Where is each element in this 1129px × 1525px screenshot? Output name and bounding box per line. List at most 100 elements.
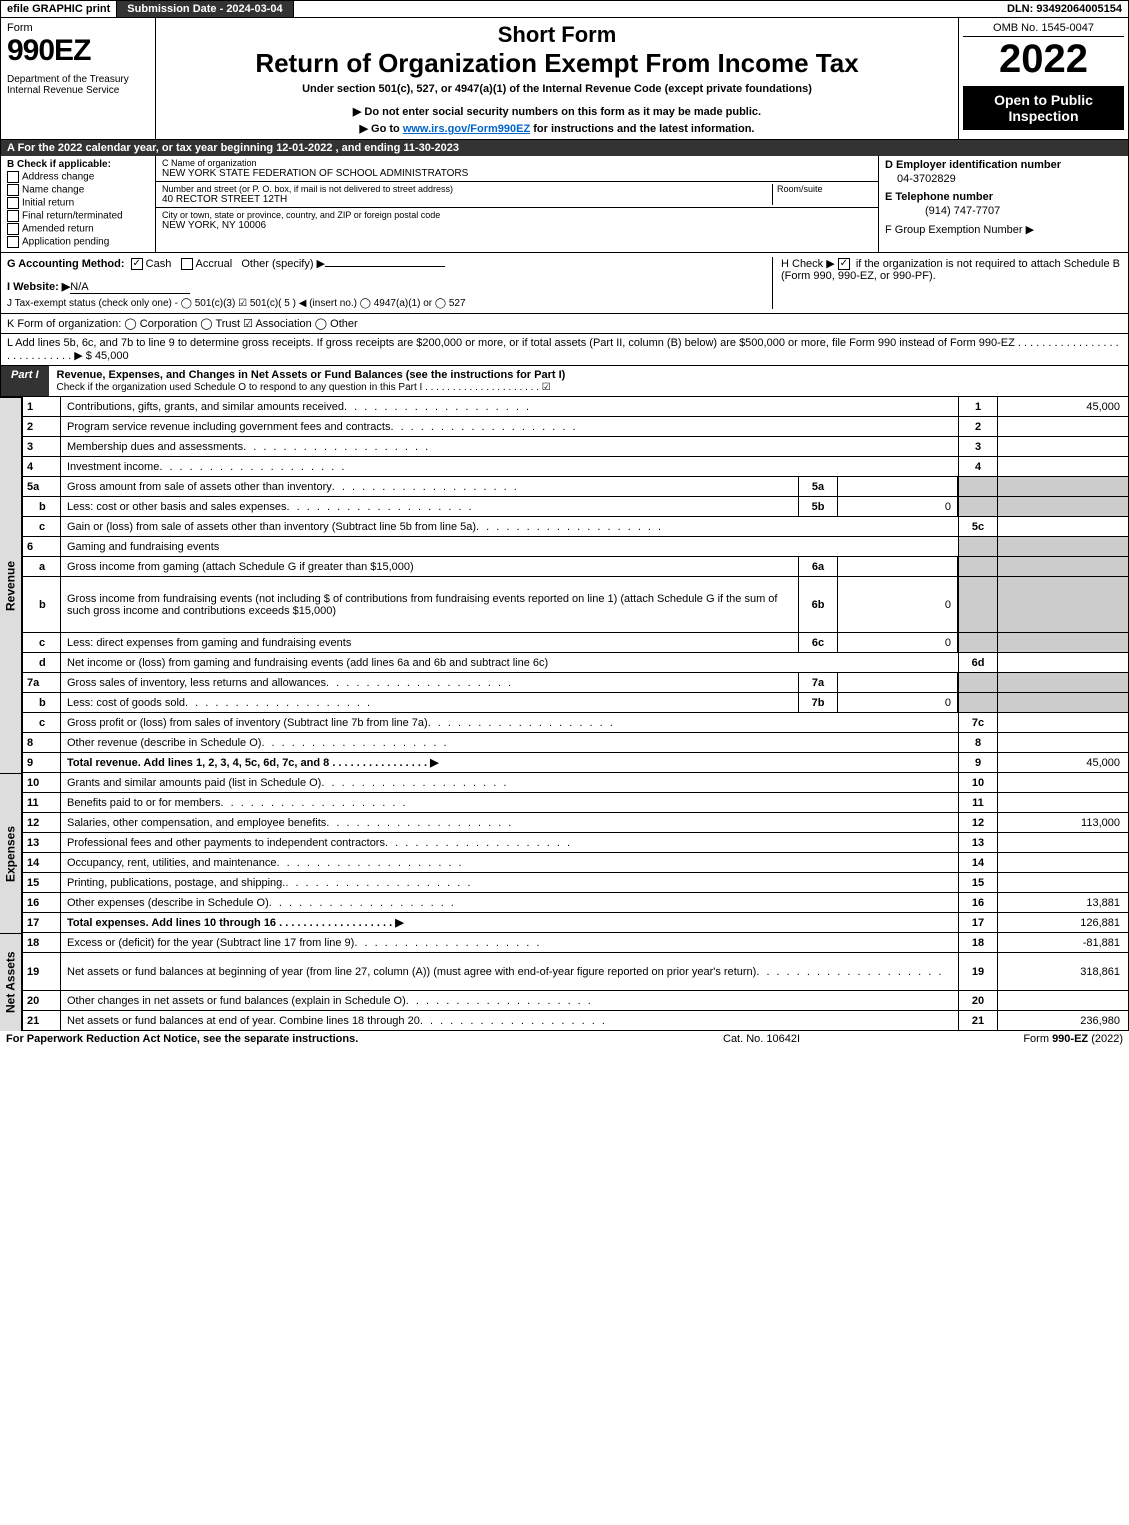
org-name-label: C Name of organization xyxy=(162,158,872,168)
box-c: C Name of organization NEW YORK STATE FE… xyxy=(156,156,878,252)
row-1-desc: Contributions, gifts, grants, and simila… xyxy=(61,397,958,416)
part-i-title: Revenue, Expenses, and Changes in Net As… xyxy=(49,366,1128,396)
line-i: I Website: ▶N/A xyxy=(7,280,772,294)
box-b-label: B Check if applicable: xyxy=(7,159,149,170)
g-label: G Accounting Method: xyxy=(7,258,125,270)
line-l-amount: 45,000 xyxy=(95,350,129,362)
row-20: 20 Other changes in net assets or fund b… xyxy=(23,991,1128,1011)
chk-name-change[interactable]: Name change xyxy=(7,184,149,196)
row-1: 1 Contributions, gifts, grants, and simi… xyxy=(23,397,1128,417)
expenses-grid: 10 Grants and similar amounts paid (list… xyxy=(22,773,1129,933)
ein-value: 04-3702829 xyxy=(885,171,1122,191)
box-d: D Employer identification number 04-3702… xyxy=(878,156,1128,252)
street-label: Number and street (or P. O. box, if mail… xyxy=(162,184,772,194)
row-2: 2 Program service revenue including gove… xyxy=(23,417,1128,437)
org-name-cell: C Name of organization NEW YORK STATE FE… xyxy=(156,156,878,182)
row-5b: b Less: cost or other basis and sales ex… xyxy=(23,497,1128,517)
row-6a: a Gross income from gaming (attach Sched… xyxy=(23,557,1128,577)
revenue-side-label: Revenue xyxy=(0,397,22,773)
room-label: Room/suite xyxy=(777,184,872,194)
group-exemption-label: F Group Exemption Number ▶ xyxy=(885,223,1122,236)
line-h: H Check ▶ if the organization is not req… xyxy=(772,257,1122,309)
tel-label: E Telephone number xyxy=(885,191,1122,203)
net-assets-section: Net Assets 18 Excess or (deficit) for th… xyxy=(0,933,1129,1031)
row-7c: c Gross profit or (loss) from sales of i… xyxy=(23,713,1128,733)
city-value: NEW YORK, NY 10006 xyxy=(162,220,872,231)
net-assets-eoy-value: 236,980 xyxy=(998,1011,1128,1030)
chk-cash[interactable] xyxy=(131,258,143,270)
tel-value: (914) 747-7707 xyxy=(885,203,1122,223)
row-18: 18 Excess or (deficit) for the year (Sub… xyxy=(23,933,1128,953)
header-mid: Short Form Return of Organization Exempt… xyxy=(156,18,958,139)
row-4: 4 Investment income 4 xyxy=(23,457,1128,477)
tax-year: 2022 xyxy=(963,37,1124,82)
page-footer: For Paperwork Reduction Act Notice, see … xyxy=(0,1031,1129,1047)
row-6: 6 Gaming and fundraising events xyxy=(23,537,1128,557)
revenue-section: Revenue 1 Contributions, gifts, grants, … xyxy=(0,397,1129,773)
footer-form-ref: Form 990-EZ (2022) xyxy=(923,1033,1123,1045)
row-13: 13 Professional fees and other payments … xyxy=(23,833,1128,853)
line-g-h: G Accounting Method: Cash Accrual Other … xyxy=(0,253,1129,314)
line-g: G Accounting Method: Cash Accrual Other … xyxy=(7,257,772,309)
footer-cat-no: Cat. No. 10642I xyxy=(723,1033,923,1045)
chk-initial-return[interactable]: Initial return xyxy=(7,197,149,209)
under-section: Under section 501(c), 527, or 4947(a)(1)… xyxy=(160,83,954,95)
top-bar: efile GRAPHIC print Submission Date - 20… xyxy=(0,0,1129,18)
spacer xyxy=(294,1,1001,17)
chk-address-change[interactable]: Address change xyxy=(7,171,149,183)
form-header: Form 990EZ Department of the Treasury In… xyxy=(0,18,1129,140)
total-revenue-value: 45,000 xyxy=(998,753,1128,772)
row-7a: 7a Gross sales of inventory, less return… xyxy=(23,673,1128,693)
net-assets-side-label: Net Assets xyxy=(0,933,22,1031)
short-form-title: Short Form xyxy=(160,22,954,48)
street-value: 40 RECTOR STREET 12TH xyxy=(162,194,772,205)
dept-treasury: Department of the Treasury xyxy=(7,74,149,85)
city-label: City or town, state or province, country… xyxy=(162,210,872,220)
form-number: 990EZ xyxy=(7,34,149,68)
footer-left: For Paperwork Reduction Act Notice, see … xyxy=(6,1033,723,1045)
net-assets-grid: 18 Excess or (deficit) for the year (Sub… xyxy=(22,933,1129,1031)
total-expenses-value: 126,881 xyxy=(998,913,1128,932)
chk-accrual[interactable] xyxy=(181,258,193,270)
street-block: Number and street (or P. O. box, if mail… xyxy=(162,184,772,205)
submission-date: Submission Date - 2024-03-04 xyxy=(117,1,293,17)
row-9: 9 Total revenue. Add lines 1, 2, 3, 4, 5… xyxy=(23,753,1128,773)
row-17: 17 Total expenses. Add lines 10 through … xyxy=(23,913,1128,933)
row-3: 3 Membership dues and assessments 3 xyxy=(23,437,1128,457)
row-12: 12 Salaries, other compensation, and emp… xyxy=(23,813,1128,833)
line-a: A For the 2022 calendar year, or tax yea… xyxy=(0,140,1129,156)
section-bcd: B Check if applicable: Address change Na… xyxy=(0,156,1129,253)
part-i-header: Part I Revenue, Expenses, and Changes in… xyxy=(0,366,1129,397)
row-19: 19 Net assets or fund balances at beginn… xyxy=(23,953,1128,991)
city-cell: City or town, state or province, country… xyxy=(156,208,878,233)
row-6c: c Less: direct expenses from gaming and … xyxy=(23,633,1128,653)
irs-url[interactable]: www.irs.gov/Form990EZ xyxy=(403,123,530,135)
chk-final-return[interactable]: Final return/terminated xyxy=(7,210,149,222)
chk-amended-return[interactable]: Amended return xyxy=(7,223,149,235)
street-cell: Number and street (or P. O. box, if mail… xyxy=(156,182,878,208)
row-21: 21 Net assets or fund balances at end of… xyxy=(23,1011,1128,1031)
header-left: Form 990EZ Department of the Treasury In… xyxy=(1,18,156,139)
other-specify-input[interactable] xyxy=(325,266,445,267)
line-k: K Form of organization: ◯ Corporation ◯ … xyxy=(0,314,1129,334)
part-i-check: Check if the organization used Schedule … xyxy=(57,382,551,393)
org-name: NEW YORK STATE FEDERATION OF SCHOOL ADMI… xyxy=(162,168,872,179)
line-j: J Tax-exempt status (check only one) - ◯… xyxy=(7,298,772,309)
revenue-grid: 1 Contributions, gifts, grants, and simi… xyxy=(22,397,1129,773)
goto-link[interactable]: ▶ Go to www.irs.gov/Form990EZ for instru… xyxy=(160,122,954,135)
expenses-side-label: Expenses xyxy=(0,773,22,933)
chk-application-pending[interactable]: Application pending xyxy=(7,236,149,248)
chk-schedule-b[interactable] xyxy=(838,258,850,270)
row-14: 14 Occupancy, rent, utilities, and maint… xyxy=(23,853,1128,873)
no-ssn-notice: ▶ Do not enter social security numbers o… xyxy=(160,105,954,118)
main-title: Return of Organization Exempt From Incom… xyxy=(160,48,954,79)
line-l: L Add lines 5b, 6c, and 7b to line 9 to … xyxy=(0,334,1129,366)
form-word: Form xyxy=(7,22,149,34)
row-15: 15 Printing, publications, postage, and … xyxy=(23,873,1128,893)
dln: DLN: 93492064005154 xyxy=(1001,1,1128,17)
row-5c: c Gain or (loss) from sale of assets oth… xyxy=(23,517,1128,537)
ein-label: D Employer identification number xyxy=(885,159,1122,171)
expenses-section: Expenses 10 Grants and similar amounts p… xyxy=(0,773,1129,933)
header-right: OMB No. 1545-0047 2022 Open to Public In… xyxy=(958,18,1128,139)
efile-label: efile GRAPHIC print xyxy=(1,1,117,17)
